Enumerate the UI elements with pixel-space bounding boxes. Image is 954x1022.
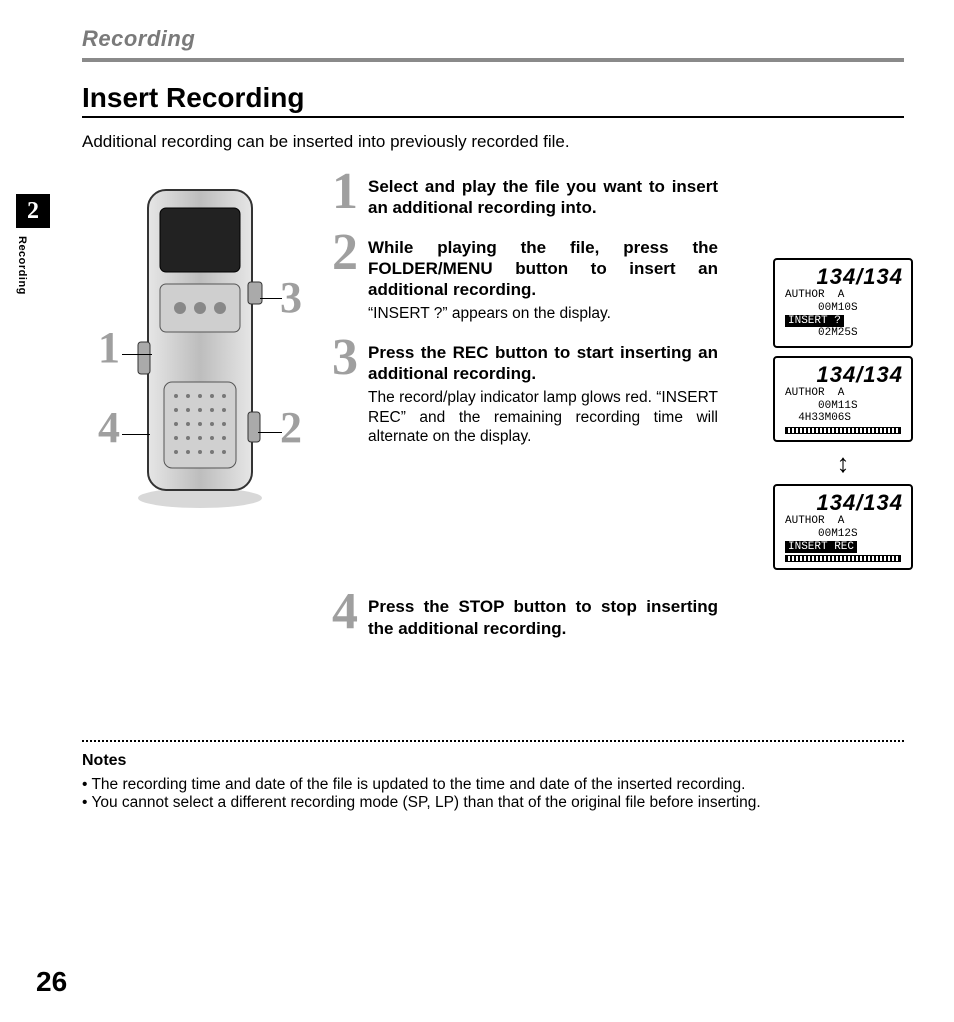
lcd-tag-line: INSERT REC [779, 541, 907, 554]
callout-2: 2 [280, 402, 302, 453]
page-number: 26 [36, 966, 67, 998]
lcd-tag-line: INSERT ? [779, 315, 907, 328]
steps-column: 1 Select and play the file you want to i… [338, 176, 718, 639]
step-number: 3 [332, 332, 358, 384]
step-title: Select and play the file you want to ins… [368, 176, 718, 219]
step-body: “INSERT ?” appears on the display. [368, 304, 718, 323]
device-illustration [128, 182, 270, 512]
notes-list: The recording time and date of the file … [82, 776, 904, 812]
steps-area: 1 4 3 2 1 Select and play the file you w… [82, 176, 904, 696]
lcd-author: AUTHOR A [779, 387, 907, 400]
step-4: 4 Press the STOP button to stop insertin… [338, 596, 718, 639]
step-number: 4 [332, 586, 358, 638]
callout-line [258, 432, 282, 433]
step-number: 2 [332, 227, 358, 279]
lcd-progress-bar [785, 427, 901, 434]
callout-1: 1 [98, 322, 120, 373]
lcd-author: AUTHOR A [779, 289, 907, 302]
side-tab-label: Recording [16, 236, 28, 295]
step-title-pre: While playing the file, press the [368, 238, 718, 257]
lcd-time: 00M10S [779, 302, 907, 315]
callout-4: 4 [98, 402, 120, 453]
lcd-big: 134/134 [779, 362, 907, 387]
lcd-panel-3: 134/134 AUTHOR A 00M12S INSERT REC [773, 484, 913, 570]
note-item: The recording time and date of the file … [82, 776, 904, 794]
lcd-time: 4H33M06S [779, 412, 907, 425]
lcd-panel-2: 134/134 AUTHOR A 00M11S 4H33M06S [773, 356, 913, 442]
updown-icon: ↕ [837, 450, 850, 476]
lcd-big: 134/134 [779, 490, 907, 515]
lcd-time: 00M12S [779, 528, 907, 541]
step-number: 1 [332, 166, 358, 218]
keyword-stop: STOP [458, 597, 504, 616]
lcd-progress-bar [785, 555, 901, 562]
callout-line [122, 434, 150, 435]
step-title: Press the REC button to start inserting … [368, 342, 718, 385]
lcd-time: 00M11S [779, 400, 907, 413]
step-title: Press the STOP button to stop inserting … [368, 596, 718, 639]
dotted-rule [82, 740, 904, 742]
chapter-header: Recording [82, 26, 904, 52]
lcd-time: 02M25S [779, 327, 907, 340]
keyword-rec: REC [453, 343, 489, 362]
keyword-folder-menu: FOLDER/MENU [368, 259, 493, 278]
side-tab: 2 Recording [16, 194, 50, 295]
lcd-author: AUTHOR A [779, 515, 907, 528]
step-1: 1 Select and play the file you want to i… [338, 176, 718, 219]
callout-line [260, 298, 282, 299]
note-item: You cannot select a different recording … [82, 794, 904, 812]
callout-line [122, 354, 152, 355]
callout-3: 3 [280, 272, 302, 323]
step-body: The record/play indicator lamp glows red… [368, 388, 718, 446]
lcd-big: 134/134 [779, 264, 907, 289]
chapter-rule [82, 58, 904, 62]
lcd-tag: INSERT REC [785, 541, 857, 554]
side-tab-number: 2 [16, 194, 50, 228]
page: Recording Insert Recording Additional re… [0, 0, 954, 1022]
step-title-pre: Press the [368, 343, 453, 362]
lcd-panel-1: 134/134 AUTHOR A 00M10S INSERT ? 02M25S [773, 258, 913, 348]
step-2: 2 While playing the file, press the FOLD… [338, 237, 718, 324]
notes-title: Notes [82, 752, 904, 770]
step-title-pre: Press the [368, 597, 458, 616]
section-rule [82, 116, 904, 118]
step-title-text: Select and play the file you want to ins… [368, 177, 718, 217]
section-title: Insert Recording [82, 82, 904, 114]
lcd-column: 134/134 AUTHOR A 00M10S INSERT ? 02M25S … [768, 258, 918, 570]
step-3: 3 Press the REC button to start insertin… [338, 342, 718, 447]
step-title: While playing the file, press the FOLDER… [368, 237, 718, 301]
lcd-tag: INSERT ? [785, 315, 844, 328]
intro-text: Additional recording can be inserted int… [82, 132, 904, 152]
